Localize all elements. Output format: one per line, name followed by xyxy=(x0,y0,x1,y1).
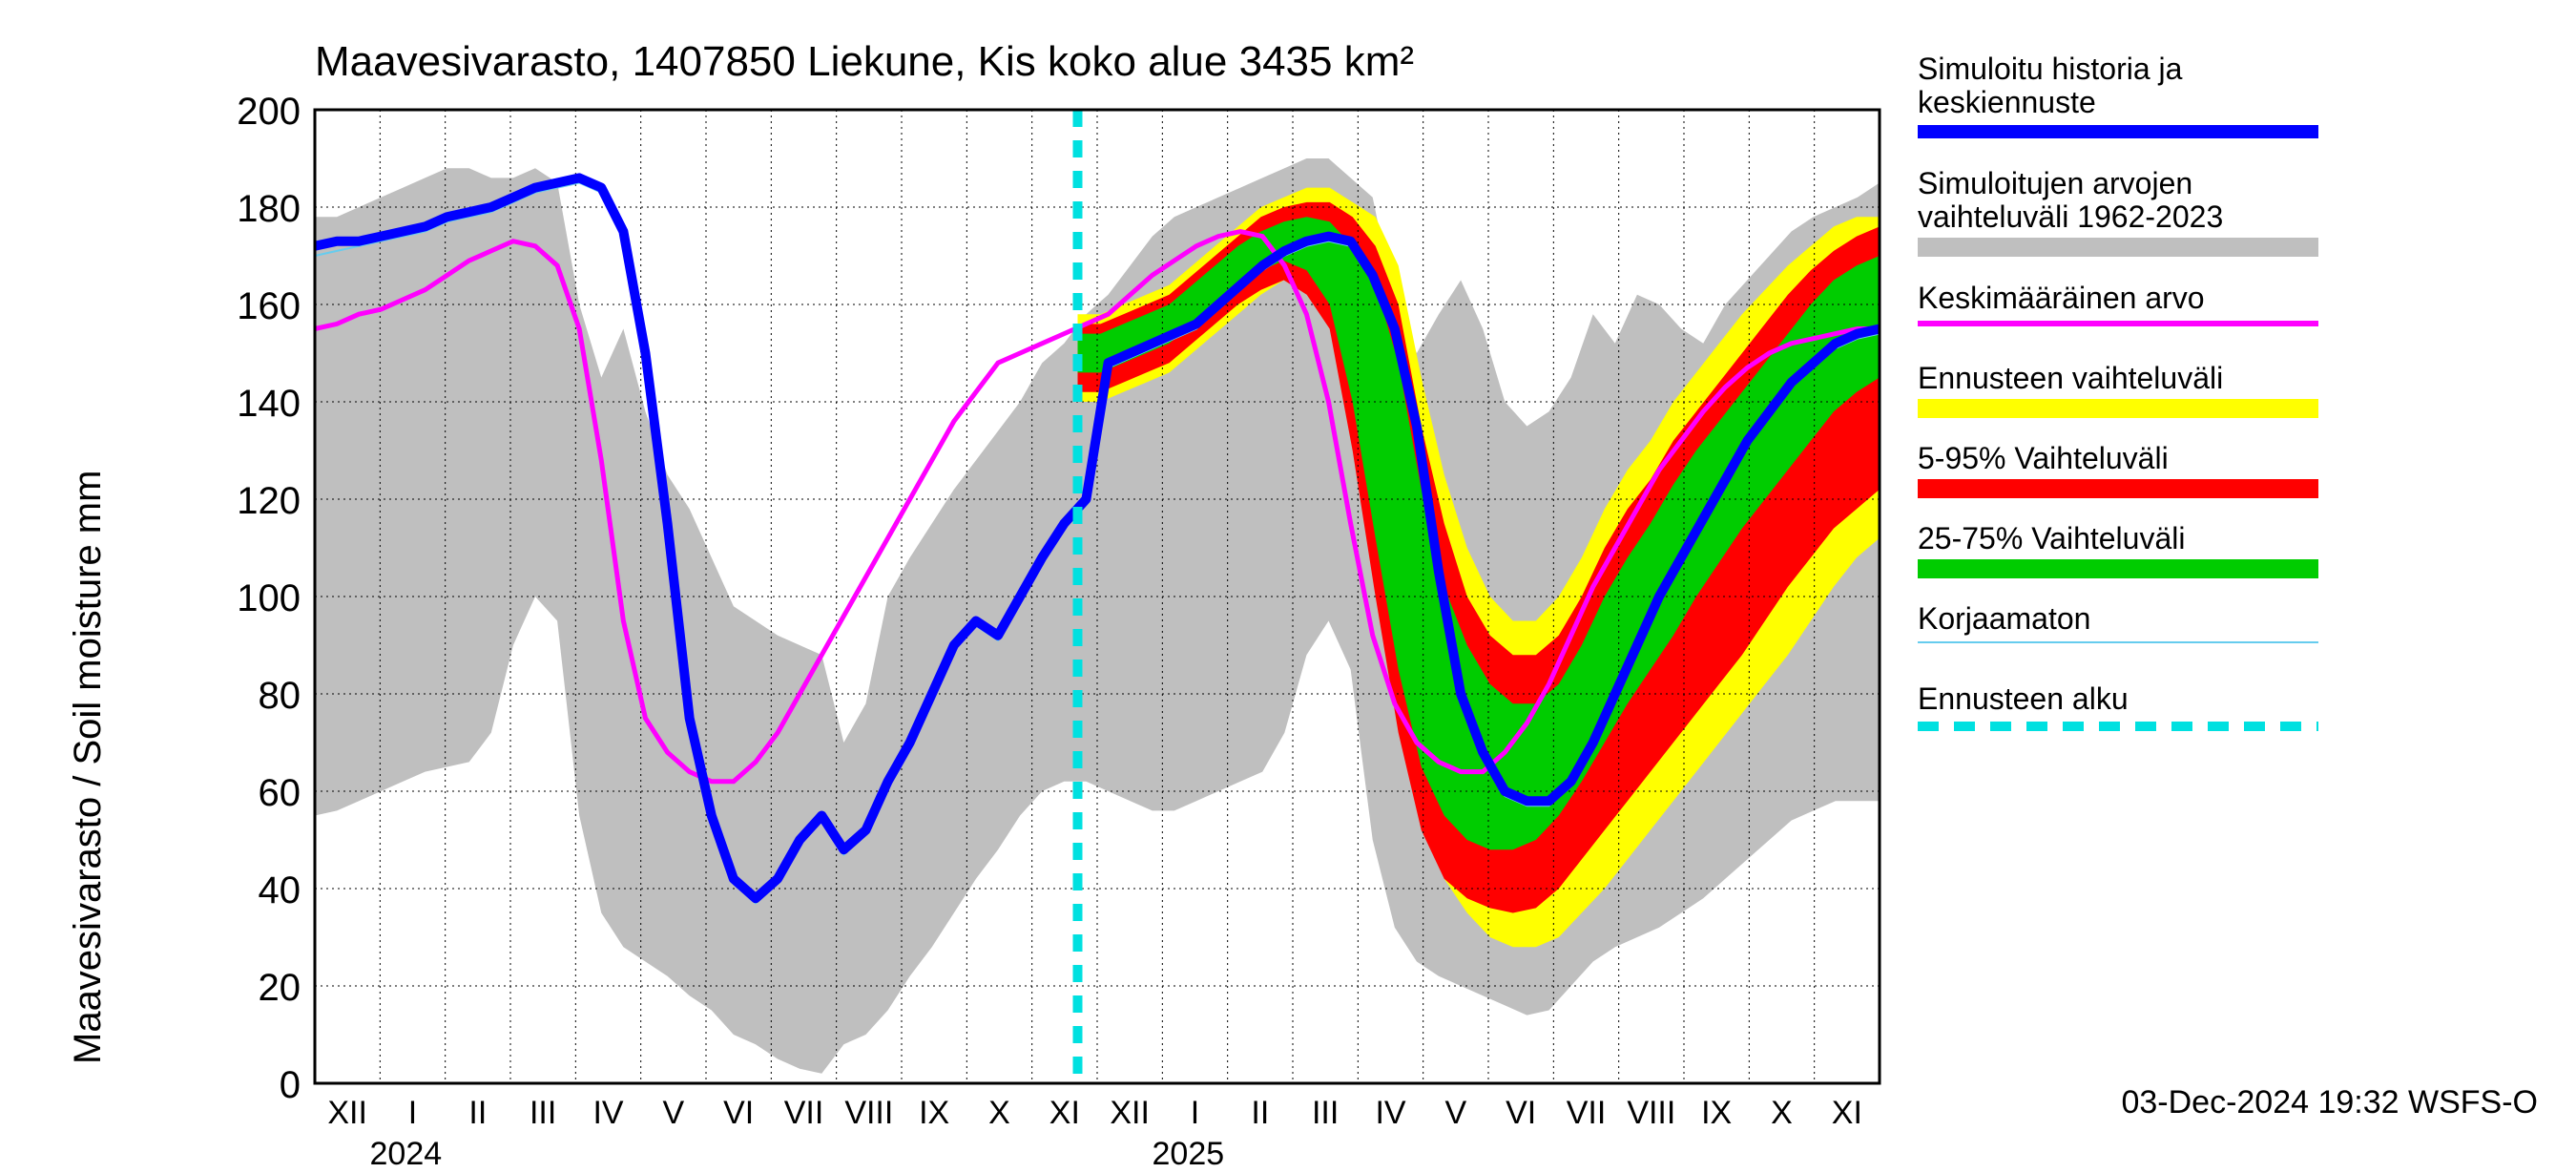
legend-item: Korjaamaton xyxy=(1918,602,2318,643)
x-tick-month: IV xyxy=(575,1095,642,1132)
x-tick-month: X xyxy=(1749,1095,1816,1132)
footer-timestamp: 03-Dec-2024 19:32 WSFS-O xyxy=(2121,1084,2538,1121)
x-tick-month: V xyxy=(1423,1095,1489,1132)
chart-container: Maavesivarasto, 1407850 Liekune, Kis kok… xyxy=(0,0,2576,1145)
x-tick-month: I xyxy=(1162,1095,1229,1132)
legend-item: Keskimääräinen arvo xyxy=(1918,282,2318,326)
x-tick-month: VIII xyxy=(836,1095,903,1132)
legend-swatch xyxy=(1918,479,2318,498)
x-tick-month: XII xyxy=(314,1095,381,1132)
legend-item: 25-75% Vaihteluväli xyxy=(1918,522,2318,578)
y-tick: 200 xyxy=(205,91,301,134)
x-tick-month: XII xyxy=(1096,1095,1163,1132)
legend-label: Ennusteen vaihteluväli xyxy=(1918,362,2318,395)
y-axis-label: Maavesivarasto / Soil moisture mm xyxy=(67,471,110,1064)
x-tick-month: IV xyxy=(1358,1095,1424,1132)
legend-label: 25-75% Vaihteluväli xyxy=(1918,522,2318,555)
legend-swatch xyxy=(1918,641,2318,643)
x-tick-month: VI xyxy=(1487,1095,1554,1132)
legend-item: Simuloitu historia ja keskiennuste xyxy=(1918,52,2318,138)
legend-item: 5-95% Vaihteluväli xyxy=(1918,442,2318,498)
legend-swatch xyxy=(1918,722,2318,731)
year-label: 2024 xyxy=(370,1136,443,1173)
y-tick: 20 xyxy=(205,967,301,1010)
chart-title: Maavesivarasto, 1407850 Liekune, Kis kok… xyxy=(315,38,1414,86)
y-tick: 160 xyxy=(205,285,301,328)
legend-swatch xyxy=(1918,238,2318,257)
x-tick-month: X xyxy=(966,1095,1033,1132)
x-tick-month: XI xyxy=(1814,1095,1880,1132)
x-tick-month: V xyxy=(640,1095,707,1132)
x-tick-month: VIII xyxy=(1618,1095,1685,1132)
y-tick: 80 xyxy=(205,675,301,718)
x-tick-month: IX xyxy=(901,1095,967,1132)
legend-label: 5-95% Vaihteluväli xyxy=(1918,442,2318,475)
y-tick: 0 xyxy=(205,1064,301,1107)
y-tick: 140 xyxy=(205,383,301,426)
plot-area xyxy=(315,110,1880,1083)
x-tick-month: VII xyxy=(1553,1095,1620,1132)
x-tick-month: III xyxy=(1292,1095,1359,1132)
legend-item: Ennusteen alku xyxy=(1918,682,2318,731)
legend-label: Keskimääräinen arvo xyxy=(1918,282,2318,315)
x-tick-month: XI xyxy=(1031,1095,1098,1132)
legend-item: Simuloitujen arvojen vaihteluväli 1962-2… xyxy=(1918,167,2318,257)
x-tick-month: I xyxy=(380,1095,447,1132)
y-tick: 60 xyxy=(205,772,301,815)
x-tick-month: IX xyxy=(1683,1095,1750,1132)
legend-swatch xyxy=(1918,559,2318,578)
y-tick: 120 xyxy=(205,480,301,523)
x-tick-month: II xyxy=(445,1095,511,1132)
legend-item: Ennusteen vaihteluväli xyxy=(1918,362,2318,418)
y-tick: 40 xyxy=(205,869,301,912)
x-tick-month: VI xyxy=(705,1095,772,1132)
x-tick-month: VII xyxy=(771,1095,838,1132)
year-label: 2025 xyxy=(1153,1136,1225,1173)
legend-label: Simuloitujen arvojen vaihteluväli 1962-2… xyxy=(1918,167,2318,234)
y-tick: 100 xyxy=(205,577,301,620)
legend-swatch xyxy=(1918,125,2318,138)
y-tick: 180 xyxy=(205,188,301,231)
legend-label: Simuloitu historia ja keskiennuste xyxy=(1918,52,2318,119)
legend-label: Korjaamaton xyxy=(1918,602,2318,636)
legend-label: Ennusteen alku xyxy=(1918,682,2318,716)
legend-swatch xyxy=(1918,399,2318,418)
x-tick-month: II xyxy=(1227,1095,1294,1132)
x-tick-month: III xyxy=(509,1095,576,1132)
legend-swatch xyxy=(1918,321,2318,326)
